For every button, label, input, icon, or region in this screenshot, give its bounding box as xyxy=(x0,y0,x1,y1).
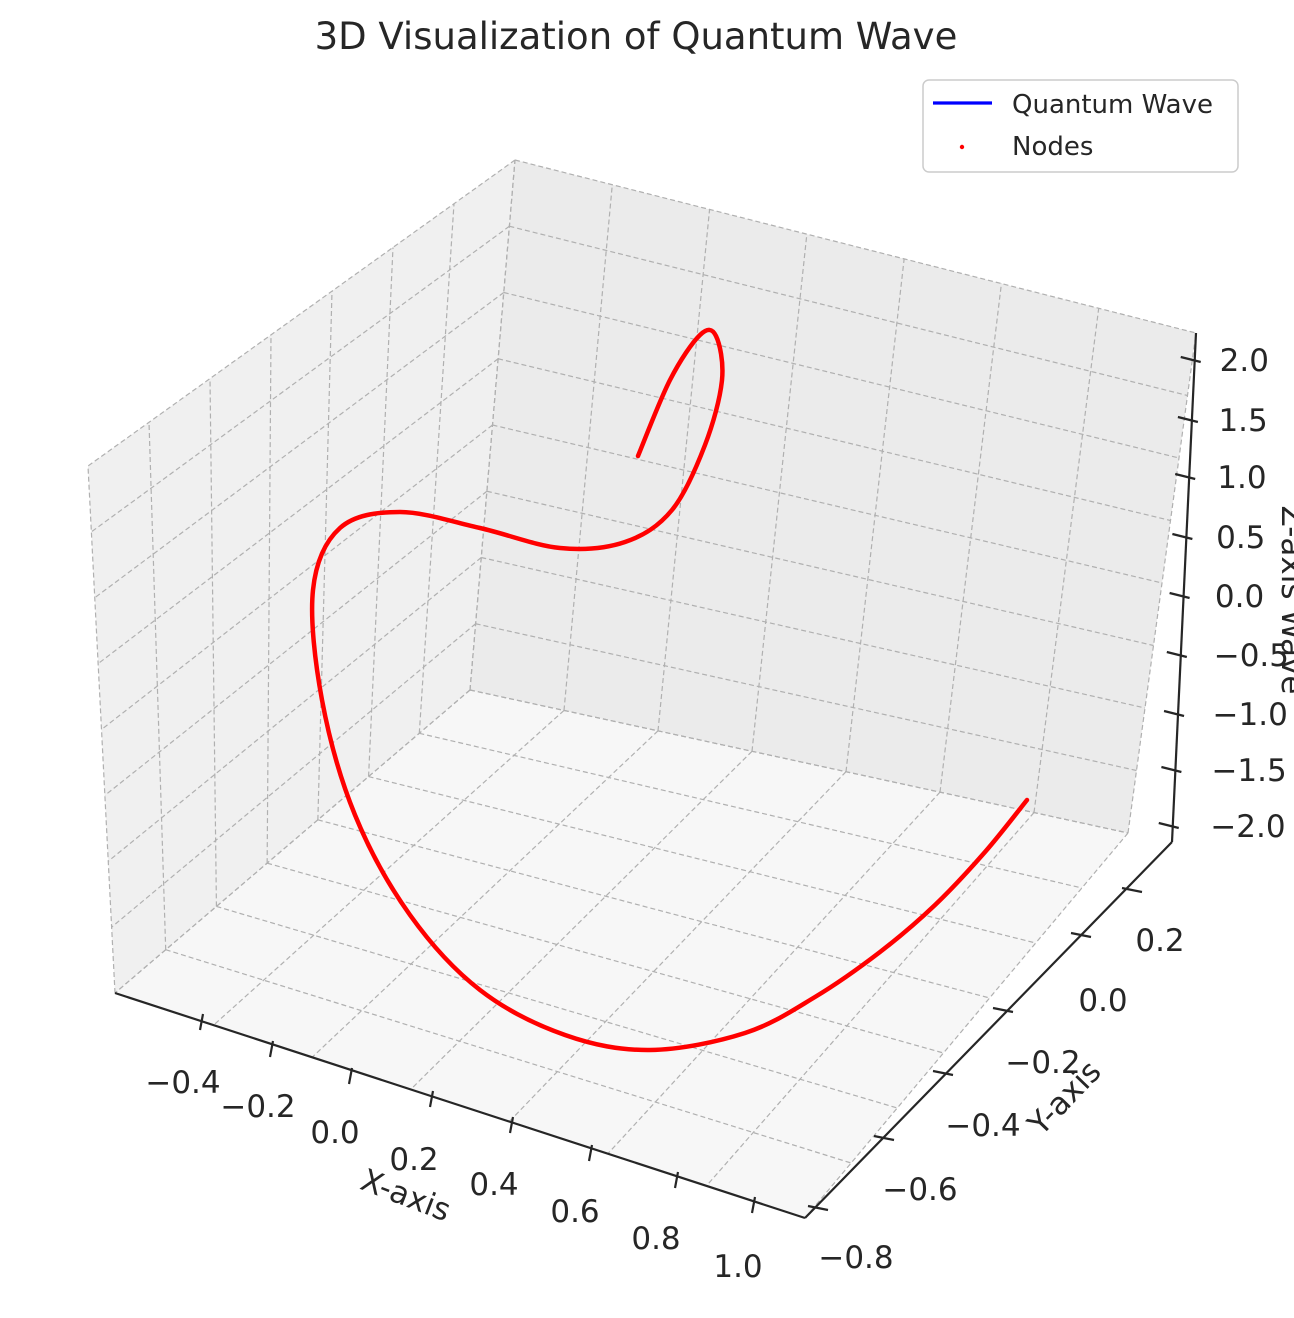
gridline-back-z xyxy=(514,159,1197,334)
y-tick-mark xyxy=(807,1204,829,1212)
z-tick-label: −2.0 xyxy=(1210,809,1285,845)
y-tick-label: 0.2 xyxy=(1135,923,1184,959)
gridline-back-z xyxy=(497,358,1171,522)
chart-title: 3D Visualization of Quantum Wave xyxy=(315,15,958,58)
y-tick-mark xyxy=(992,1006,1014,1014)
axis-lines xyxy=(114,332,1198,1220)
gridline-back-x xyxy=(657,209,711,731)
z-axis-line xyxy=(1170,332,1198,843)
x-tick-label: −0.2 xyxy=(220,1089,295,1125)
series-nodes xyxy=(309,327,1030,1053)
z-tick-label: −1.5 xyxy=(1211,753,1286,789)
z-tick-mark xyxy=(1161,765,1182,774)
x-tick-label: −0.4 xyxy=(145,1065,220,1101)
z-tick-mark xyxy=(1174,472,1196,481)
gridline-side-y xyxy=(418,203,455,734)
z-tick-label: 1.0 xyxy=(1217,460,1266,496)
gridline-floor-x xyxy=(213,709,565,1026)
gridline-floor-x xyxy=(705,812,1035,1187)
z-tick-mark xyxy=(1180,355,1201,364)
z-tick-label: −0.5 xyxy=(1214,638,1289,674)
tick-labels: −0.4−0.20.00.20.40.60.81.0 −0.8−0.6−0.4−0… xyxy=(145,343,1289,1285)
x-tick-label: 1.0 xyxy=(713,1249,762,1285)
y-tick-label: −0.6 xyxy=(882,1172,957,1208)
y-tick-label: −0.8 xyxy=(818,1240,893,1276)
gridline-side-z xyxy=(104,490,488,796)
x-axis-line xyxy=(114,991,806,1220)
gridline-back-z xyxy=(503,291,1180,459)
y-tick-mark xyxy=(932,1069,954,1077)
gridline-floor-x xyxy=(410,750,753,1090)
floor-pane-xy xyxy=(115,690,1128,1218)
x-tick-label: 0.0 xyxy=(310,1115,359,1151)
z-tick-mark xyxy=(1166,650,1188,659)
gridline-side-z xyxy=(114,689,471,994)
gridline-back-z xyxy=(475,623,1137,772)
x-tick-mark xyxy=(750,1196,757,1214)
x-tick-label: 0.8 xyxy=(631,1221,680,1257)
gridline-back-z xyxy=(481,556,1146,709)
z-tick-mark xyxy=(1169,591,1190,600)
gridline-side-z xyxy=(107,557,482,862)
x-tick-mark xyxy=(587,1144,594,1162)
y-tick-label: 0.0 xyxy=(1078,983,1127,1019)
x-tick-label: 0.2 xyxy=(389,1142,438,1178)
x-tick-mark xyxy=(198,1013,205,1031)
z-axis-label: Z-axis Wave xyxy=(1274,506,1294,695)
z-tick-label: 0.5 xyxy=(1216,520,1265,556)
y-tick-mark xyxy=(1121,886,1143,894)
gridline-side-z xyxy=(94,292,505,599)
y-axis-line xyxy=(804,841,1173,1219)
gridline-back-x xyxy=(1033,308,1100,813)
gridline-floor-x xyxy=(607,791,941,1155)
legend-box xyxy=(922,79,1239,173)
x-tick-mark xyxy=(673,1171,680,1189)
x-tick-mark xyxy=(508,1116,515,1134)
z-tick-label: 1.5 xyxy=(1218,403,1267,439)
legend-entry-quantum-wave: Quantum Wave xyxy=(1012,90,1213,120)
gridline-side-z xyxy=(97,358,499,665)
gridline-floor-y xyxy=(216,905,898,1109)
z-tick-label: 2.0 xyxy=(1220,343,1269,379)
gridline-back-z xyxy=(492,424,1163,584)
data-curve xyxy=(309,327,1030,1053)
z-tick-mark xyxy=(1158,821,1180,830)
gridline-floor-y xyxy=(266,862,944,1054)
gridline-back-z xyxy=(486,490,1154,647)
z-tick-label: −1.0 xyxy=(1213,697,1288,733)
x-tick-mark xyxy=(268,1040,275,1058)
z-tick-mark xyxy=(1177,415,1199,424)
z-tick-mark xyxy=(1172,532,1193,541)
y-tick-mark xyxy=(873,1134,895,1142)
gridline-back-x xyxy=(751,234,808,752)
z-tick-label: 0.0 xyxy=(1215,579,1264,615)
x-tick-mark xyxy=(347,1067,354,1085)
x-tick-label: 0.6 xyxy=(550,1194,599,1230)
gridline-floor-x xyxy=(804,832,1129,1219)
gridline-floor-x xyxy=(311,730,659,1058)
gridline-side-z xyxy=(91,225,510,533)
y-tick-label: −0.4 xyxy=(945,1108,1020,1144)
gridline-back-z xyxy=(509,225,1188,397)
gridline-side-z xyxy=(111,623,477,928)
y-tick-label: −0.2 xyxy=(1005,1045,1080,1081)
gridline-floor-y xyxy=(317,819,990,999)
legend-entry-nodes: Nodes xyxy=(1012,132,1093,162)
side-pane-yz xyxy=(88,160,515,993)
z-tick-mark xyxy=(1163,709,1185,718)
x-tick-label: 0.4 xyxy=(469,1167,518,1203)
legend: Quantum Wave Nodes xyxy=(922,79,1239,173)
gridline-back-x xyxy=(1127,332,1197,834)
gridline-side-z xyxy=(101,424,493,730)
gridline-floor-x xyxy=(508,771,847,1122)
y-tick-mark xyxy=(1070,931,1092,939)
gridline-floor-y xyxy=(419,732,1082,889)
legend-dot-marker xyxy=(959,144,965,150)
gridlines xyxy=(87,159,1197,1219)
x-tick-mark xyxy=(428,1090,435,1108)
